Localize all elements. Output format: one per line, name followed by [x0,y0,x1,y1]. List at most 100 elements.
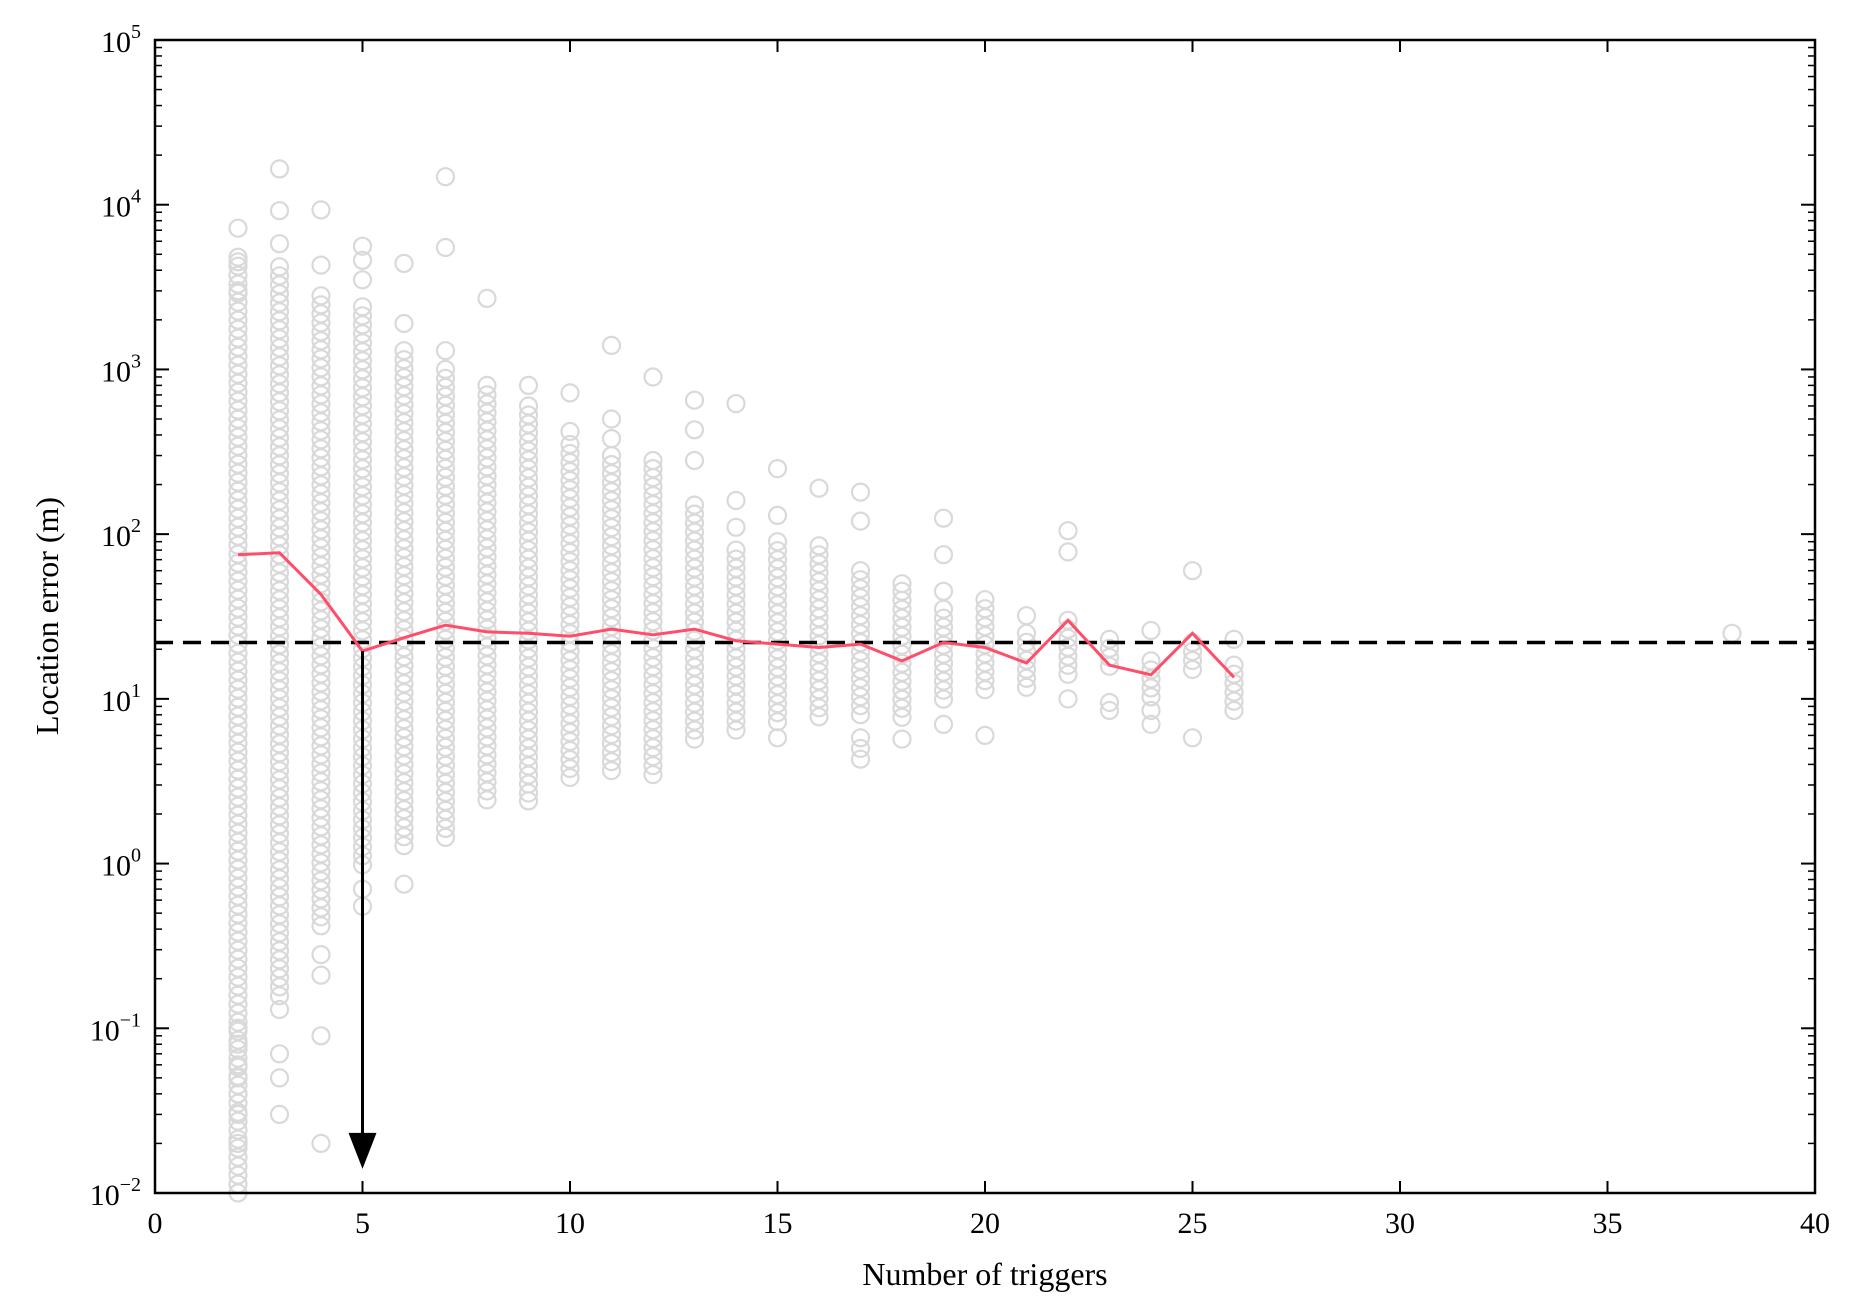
data-point [933,689,954,709]
data-point [228,1055,248,1075]
data-point [1016,668,1037,688]
data-point [850,705,871,725]
x-tick-label: 0 [148,1207,163,1240]
data-point [311,1026,331,1046]
points-layer [228,159,1742,1203]
data-point [726,490,746,511]
data-point [933,680,954,700]
data-point [394,836,414,856]
data-point [1099,700,1120,721]
data-point [726,394,746,414]
data-point [269,201,290,221]
data-point [975,680,995,700]
data-point [601,335,622,355]
data-point [435,341,456,361]
data-point [1058,664,1078,684]
data-point [850,749,871,769]
data-point [726,517,746,537]
data-point [311,965,331,985]
arrow-layer [348,651,377,1169]
data-point [352,250,373,270]
data-point [435,237,456,258]
y-axis-title: Location error (m) [29,497,65,735]
ticks-layer [154,39,1816,1194]
data-point [269,234,290,254]
data-point [228,1133,248,1154]
data-point [767,505,788,526]
x-tick-label: 15 [763,1207,793,1240]
y-tick-label: 10−1 [90,1009,141,1047]
data-point [850,728,871,748]
y-tick-label: 103 [101,350,141,388]
data-point [352,270,373,290]
data-point [311,255,331,275]
data-point [269,1044,290,1064]
data-point [1224,629,1244,649]
data-point [601,429,622,449]
y-tick-label: 102 [101,515,141,553]
x-tick-label: 30 [1385,1207,1415,1240]
y-tick-label: 100 [101,845,141,883]
data-point [1141,620,1161,641]
x-tick-labels: 0 5 10 15 20 25 30 35 40 [148,1207,1831,1240]
data-point [477,790,497,810]
x-tick-label: 5 [355,1207,370,1240]
data-point [684,390,705,410]
data-point [850,511,871,531]
data-point [767,728,788,748]
data-point [1141,687,1161,707]
data-point [560,767,580,788]
data-point [933,581,954,601]
data-point [892,707,912,727]
data-point [684,720,705,740]
x-axis-title: Number of triggers [862,1256,1107,1292]
data-point [684,420,705,440]
data-point [1141,700,1161,721]
data-point [228,1104,248,1125]
data-point [311,200,331,220]
data-point [518,783,539,803]
data-point [394,827,414,847]
data-point [892,729,912,749]
y-tick-label: 101 [101,680,141,718]
data-point [1099,692,1120,713]
data-point [1016,677,1037,697]
data-point [352,236,373,256]
data-point [643,755,663,776]
data-point [684,450,705,471]
data-point [809,707,829,727]
x-tick-label: 25 [1178,1207,1208,1240]
data-point [1224,682,1244,702]
data-point [560,421,580,442]
data-point [477,781,497,801]
data-point [1141,714,1161,735]
data-point [228,1084,248,1104]
data-point [1224,700,1244,721]
data-point [477,375,497,395]
data-point [228,252,248,272]
data-point [850,696,871,716]
data-point [643,367,663,387]
data-point [601,760,622,781]
data-point [601,751,622,772]
data-point [1182,561,1203,581]
data-point [975,725,995,746]
data-point [1182,728,1203,748]
data-point [1016,606,1037,626]
y-tick-label: 10−2 [90,1174,141,1212]
data-point [1058,689,1078,709]
data-point [311,944,331,965]
data-point [269,1068,290,1088]
median-error-line [237,551,1236,679]
data-point [311,1133,331,1154]
x-tick-label: 35 [1593,1207,1623,1240]
data-point [767,459,788,479]
data-point [394,253,414,273]
data-point [518,375,539,395]
data-point [933,508,954,528]
data-point [684,729,705,749]
data-point [850,738,871,759]
x-tick-label: 20 [970,1207,1000,1240]
data-point [269,999,290,1020]
